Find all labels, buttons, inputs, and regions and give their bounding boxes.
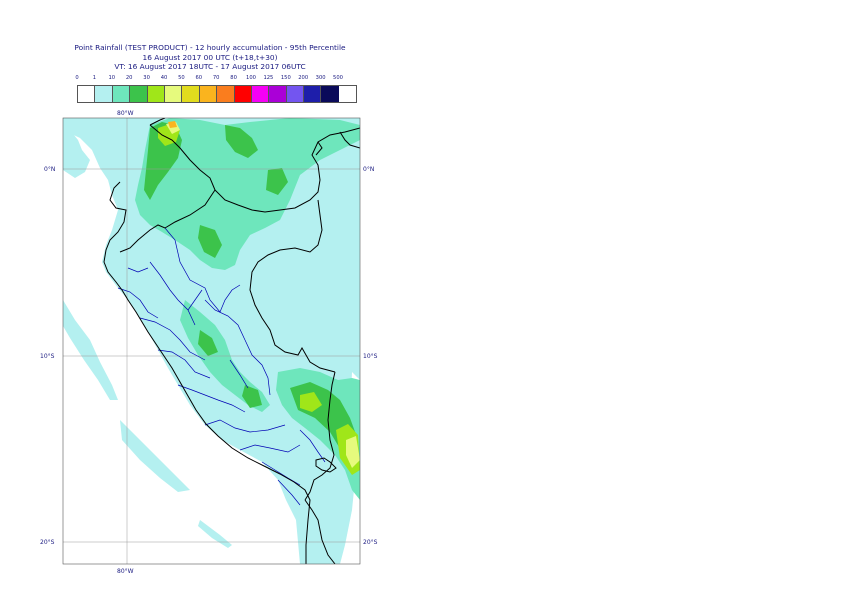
ecuador-colombia-border: [315, 131, 360, 156]
heavy-rain-mid-patch: [198, 330, 218, 356]
brazil-border: [249, 199, 336, 373]
legend-threshold-label: 70: [212, 75, 220, 81]
map-validity-time: VT: 16 August 2017 18UTC - 17 August 201…: [114, 62, 306, 72]
moderate-rain-north: [135, 118, 360, 270]
legend-swatch: [269, 86, 287, 102]
legend-threshold-label: 40: [160, 75, 168, 81]
legend-swatch: [147, 86, 165, 102]
region-boundary: [117, 287, 159, 319]
lon-label-bottom: 80°W: [117, 568, 134, 575]
light-rain-band-west: [63, 300, 118, 400]
map-title-block: Point Rainfall (TEST PRODUCT) - 12 hourl…: [60, 43, 360, 72]
legend-threshold-label: 50: [178, 75, 185, 81]
lon-label-top: 80°W: [117, 110, 134, 117]
region-boundary: [139, 317, 206, 361]
legend-threshold-label: 500: [333, 75, 343, 81]
colombia-border: [149, 118, 360, 213]
legend-threshold-label: 200: [298, 75, 309, 81]
ecuador-border: [119, 124, 216, 253]
legend-threshold-label: 0: [75, 75, 79, 81]
region-boundary: [277, 479, 301, 506]
heavy-rain-south-patch: [242, 385, 262, 408]
lat-label-20s-right: 20°S: [363, 539, 378, 546]
color-legend: 0 1 10 20 30 40 50 60 70 80 100 125 150 200 300 500: [75, 75, 357, 103]
legend-threshold-label: 100: [246, 75, 256, 81]
legend-swatch: [251, 86, 270, 102]
extreme-rain-southeast: [346, 436, 360, 468]
heavy-rain-highlands: [198, 225, 222, 258]
legend-swatch: [286, 86, 305, 102]
lake-titicaca: [315, 457, 337, 473]
region-boundaries: [117, 227, 326, 506]
very-heavy-rain-south-patch: [300, 392, 322, 412]
chile-border: [304, 499, 336, 564]
region-boundary: [299, 429, 326, 463]
region-boundary: [149, 261, 196, 326]
light-rain-band-south: [198, 520, 232, 548]
legend-swatch: [217, 86, 235, 102]
legend-threshold-label: 150: [280, 75, 291, 81]
legend-swatch: [182, 86, 200, 102]
lat-label-10s-right: 10°S: [363, 353, 378, 360]
region-boundary: [164, 227, 221, 313]
legend-swatch: [95, 86, 113, 102]
lat-label-20s-left: 20°S: [40, 539, 55, 546]
region-boundary: [177, 384, 246, 413]
region-boundary: [229, 359, 249, 389]
lat-label-0-right: 0°N: [363, 166, 374, 173]
bolivia-border: [304, 371, 336, 501]
region-boundary: [244, 339, 271, 396]
region-boundary: [219, 284, 241, 313]
legend-color-swatches: [77, 85, 357, 103]
legend-threshold-label: 20: [125, 75, 133, 81]
country-borders: [103, 118, 360, 564]
region-boundary: [204, 299, 246, 341]
legend-swatch: [304, 86, 322, 102]
peak-rain-north: [168, 121, 177, 128]
light-rain-band-southwest: [120, 420, 190, 492]
coastline: [103, 181, 311, 564]
legend-swatch: [321, 86, 339, 102]
legend-threshold-labels: 0 1 10 20 30 40 50 60 70 80 100 125 150 200 300 500: [75, 75, 357, 84]
graticule: [63, 118, 360, 564]
heavy-rain-north-patch: [225, 125, 258, 158]
region-boundary: [239, 444, 301, 453]
legend-swatch: [199, 86, 218, 102]
light-rain-offshore: [63, 118, 90, 178]
legend-swatch: [234, 86, 252, 102]
map-title: Point Rainfall (TEST PRODUCT) - 12 hourl…: [74, 43, 346, 52]
legend-threshold-label: 125: [263, 75, 274, 81]
legend-threshold-label: 30: [143, 75, 150, 81]
legend-swatch: [130, 86, 148, 102]
legend-threshold-label: 300: [315, 75, 326, 81]
region-boundary: [187, 289, 203, 311]
region-boundary: [127, 267, 149, 273]
lat-label-0-left: 0°N: [44, 166, 55, 173]
legend-threshold-label: 10: [108, 75, 116, 81]
region-boundary: [204, 419, 286, 433]
legend-threshold-label: 60: [195, 75, 203, 81]
legend-threshold-label: 80: [230, 75, 237, 81]
legend-swatch: [164, 86, 183, 102]
legend-swatch: [78, 86, 96, 102]
region-boundary: [157, 349, 211, 379]
map-run-time: 16 August 2017 00 UTC (t+18,t+30): [142, 52, 278, 62]
lat-label-10s-left: 10°S: [40, 353, 55, 360]
map-frame: [62, 117, 361, 565]
legend-swatch: [112, 86, 131, 102]
heavy-rain-central-patch: [266, 168, 288, 195]
legend-threshold-label: 1: [92, 75, 97, 81]
